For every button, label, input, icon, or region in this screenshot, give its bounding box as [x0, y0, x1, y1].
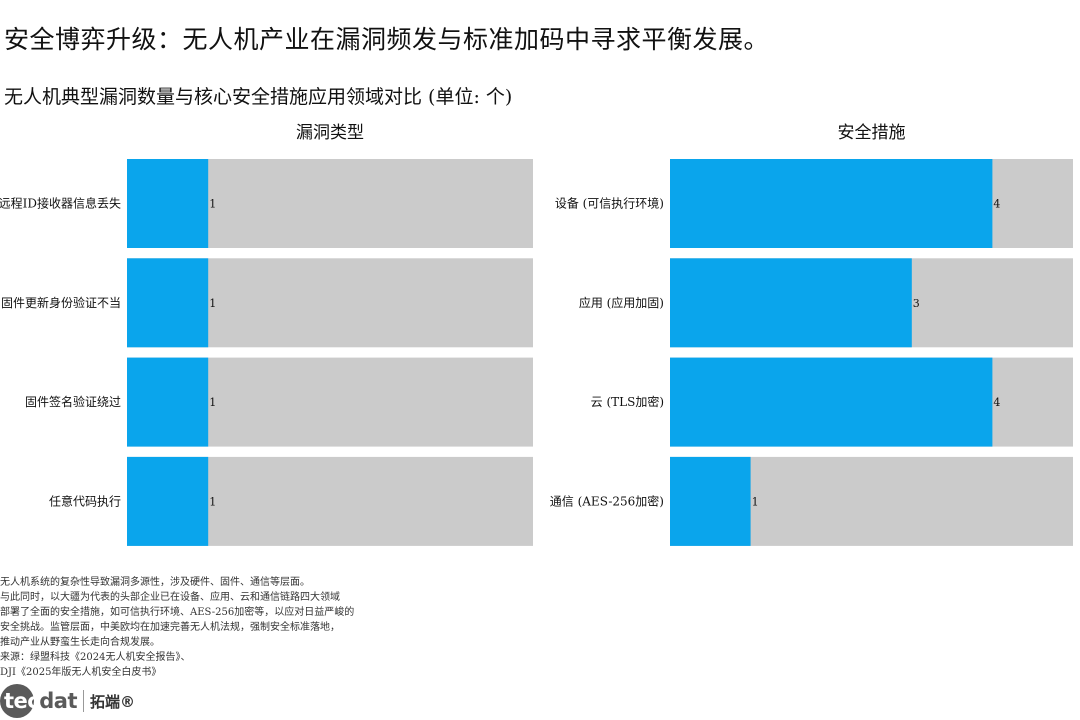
- bar-value: [670, 159, 993, 248]
- bar-value: [127, 159, 209, 248]
- data-label: 1: [209, 297, 216, 310]
- bar-value: [670, 258, 912, 348]
- panel-title-security-measures: 安全措施: [837, 123, 906, 143]
- panel-title-vulnerabilities: 漏洞类型: [296, 123, 364, 143]
- page-headline: 安全博弈升级：无人机产业在漏洞频发与标准加码中寻求平衡发展。: [4, 25, 770, 54]
- data-label: 1: [209, 495, 216, 508]
- data-label: 1: [209, 198, 216, 211]
- note-line: 无人机系统的复杂性导致漏洞多源性，涉及硬件、固件、通信等层面。: [0, 577, 310, 588]
- bar-value: [127, 357, 209, 447]
- note-line: 安全挑战。监管层面，中美欧均在加速完善无人机法规，强制安全标准落地，: [0, 622, 340, 633]
- data-label: 1: [209, 396, 216, 409]
- brand-logo: tec dat 拓端®: [0, 684, 135, 718]
- bar-value: [127, 258, 209, 348]
- source-line: 来源：绿盟科技《2024无人机安全报告》、: [0, 652, 191, 663]
- category-label: 固件签名验证绕过: [25, 394, 121, 409]
- logo-circle-icon: [0, 684, 34, 718]
- data-label: 4: [993, 198, 1000, 211]
- category-label: 任意代码执行: [49, 493, 121, 508]
- data-label: 1: [752, 495, 759, 508]
- bar-value: [670, 456, 751, 546]
- bar-value: [670, 357, 993, 447]
- source-line: DJI《2025年版无人机安全白皮书》: [0, 667, 162, 678]
- logo-text-tec: tec: [4, 689, 40, 713]
- note-line: 推动产业从野蛮生长走向合规发展。: [0, 637, 160, 648]
- category-label: 设备 (可信执行环境): [555, 196, 664, 211]
- note-line: 部署了全面的安全措施，如可信执行环境、AES-256加密等，以应对日益严峻的: [0, 607, 355, 618]
- note-line: 与此同时，以大疆为代表的头部企业已在设备、应用、云和通信链路四大领域: [0, 592, 340, 603]
- logo-name-cn: 拓端®: [89, 692, 135, 711]
- tecdat-logo-mark: tec dat: [0, 684, 77, 718]
- logo-text-dat: dat: [39, 689, 77, 713]
- bar-value: [127, 456, 209, 546]
- data-label: 3: [913, 297, 920, 310]
- category-label: 云 (TLS加密): [591, 394, 664, 409]
- data-label: 4: [993, 396, 1000, 409]
- category-label: 远程ID接收器信息丢失: [0, 196, 121, 211]
- chart-subtitle: 无人机典型漏洞数量与核心安全措施应用领域对比 (单位: 个): [4, 86, 513, 108]
- logo-divider: [82, 690, 84, 712]
- security-measure-bar-panel: 设备 (可信执行环境) 4 应用 (应用加固) 3 云 (TLS加密) 4 通信 (AES-…: [550, 159, 1073, 546]
- category-label: 通信 (AES-256加密): [550, 493, 664, 508]
- category-label: 固件更新身份验证不当: [1, 295, 121, 310]
- vulnerability-bar-panel: 远程ID接收器信息丢失 1 固件更新身份验证不当 1 固件签名验证绕过 1 任意代码执行 1: [0, 159, 533, 546]
- notes-block: 无人机系统的复杂性导致漏洞多源性，涉及硬件、固件、通信等层面。 与此同时，以大疆…: [0, 575, 355, 680]
- category-label: 应用 (应用加固): [579, 295, 664, 310]
